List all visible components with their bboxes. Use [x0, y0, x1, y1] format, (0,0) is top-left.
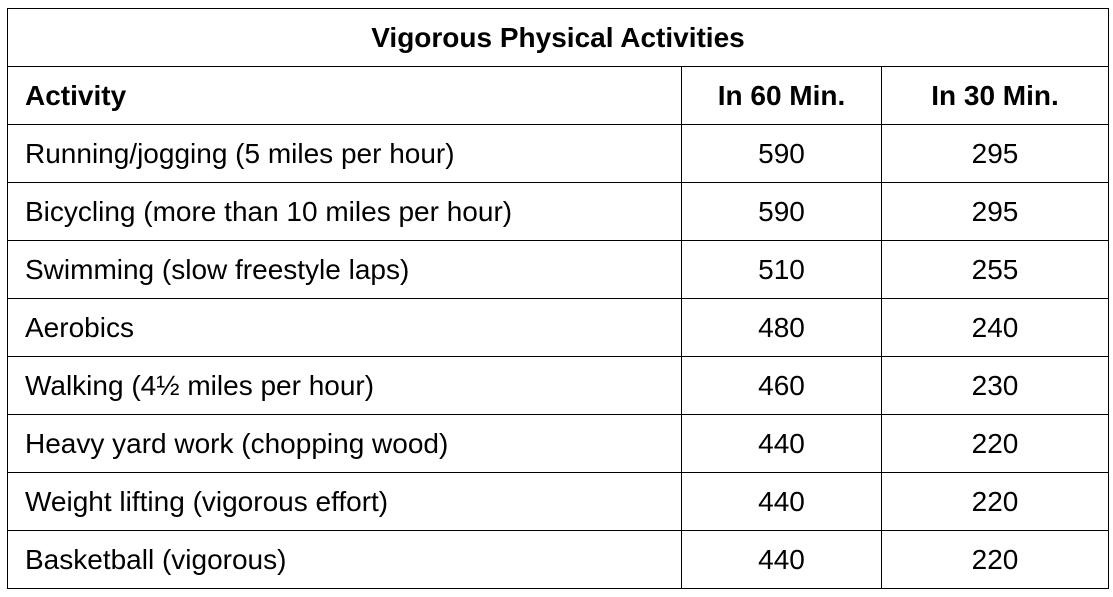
in-60-cell: 590 [681, 182, 882, 241]
table-row: Bicycling (more than 10 miles per hour) … [7, 182, 1109, 241]
in-30-cell: 220 [881, 414, 1109, 473]
activity-cell: Running/jogging (5 miles per hour) [7, 124, 682, 183]
in-60-cell: 440 [681, 472, 882, 531]
header-in-60-min: In 60 Min. [681, 66, 882, 125]
header-in-30-min: In 30 Min. [881, 66, 1109, 125]
in-60-cell: 440 [681, 530, 882, 589]
table-body: Vigorous Physical Activities Activity In… [7, 8, 1109, 589]
activity-cell: Basketball (vigorous) [7, 530, 682, 589]
activity-cell: Bicycling (more than 10 miles per hour) [7, 182, 682, 241]
table-row: Running/jogging (5 miles per hour) 590 2… [7, 124, 1109, 183]
header-activity: Activity [7, 66, 682, 125]
activity-cell: Heavy yard work (chopping wood) [7, 414, 682, 473]
activity-cell: Weight lifting (vigorous effort) [7, 472, 682, 531]
in-30-cell: 220 [881, 530, 1109, 589]
in-30-cell: 295 [881, 124, 1109, 183]
table-row: Aerobics 480 240 [7, 298, 1109, 357]
table-row: Walking (4½ miles per hour) 460 230 [7, 356, 1109, 415]
in-60-cell: 460 [681, 356, 882, 415]
in-30-cell: 230 [881, 356, 1109, 415]
in-60-cell: 440 [681, 414, 882, 473]
in-30-cell: 220 [881, 472, 1109, 531]
in-60-cell: 590 [681, 124, 882, 183]
table-row: Heavy yard work (chopping wood) 440 220 [7, 414, 1109, 473]
title-row: Vigorous Physical Activities [7, 8, 1109, 67]
table-row: Swimming (slow freestyle laps) 510 255 [7, 240, 1109, 299]
in-30-cell: 255 [881, 240, 1109, 299]
activities-table: Vigorous Physical Activities Activity In… [7, 8, 1109, 589]
activity-cell: Aerobics [7, 298, 682, 357]
activity-cell: Swimming (slow freestyle laps) [7, 240, 682, 299]
header-row: Activity In 60 Min. In 30 Min. [7, 66, 1109, 125]
table-title: Vigorous Physical Activities [7, 8, 1109, 67]
in-60-cell: 510 [681, 240, 882, 299]
in-60-cell: 480 [681, 298, 882, 357]
table-row: Weight lifting (vigorous effort) 440 220 [7, 472, 1109, 531]
table-row: Basketball (vigorous) 440 220 [7, 530, 1109, 589]
in-30-cell: 295 [881, 182, 1109, 241]
activity-cell: Walking (4½ miles per hour) [7, 356, 682, 415]
in-30-cell: 240 [881, 298, 1109, 357]
